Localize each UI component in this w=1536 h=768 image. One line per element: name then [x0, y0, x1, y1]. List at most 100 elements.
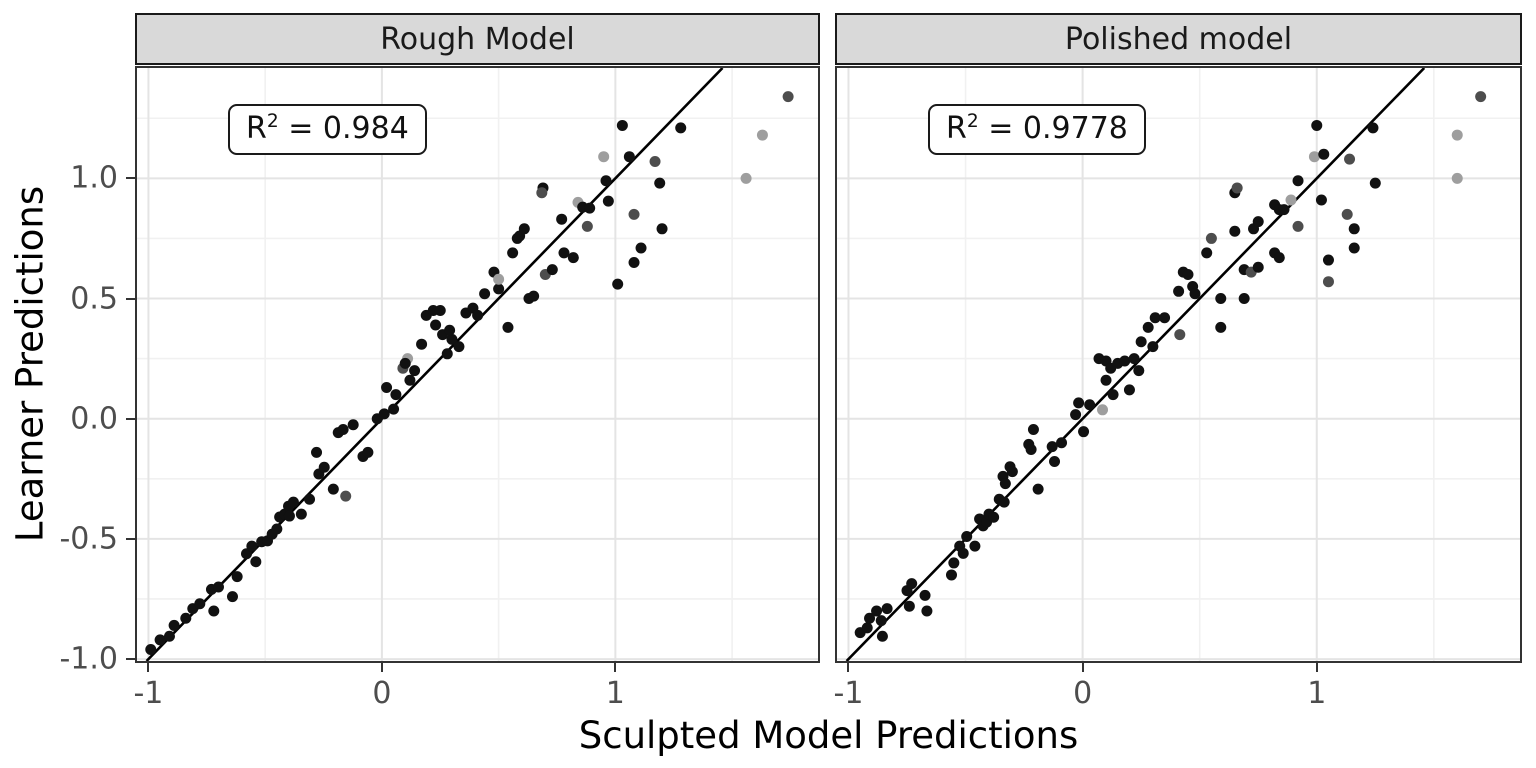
- y-tick-label: 0.0: [70, 401, 118, 437]
- data-point: [998, 496, 1010, 508]
- data-point: [988, 511, 1000, 523]
- data-point: [1252, 216, 1264, 228]
- data-point: [598, 151, 610, 163]
- data-point: [327, 483, 339, 495]
- identity-line: [845, 68, 1426, 661]
- data-point: [584, 202, 596, 214]
- data-point: [1174, 329, 1186, 341]
- data-point: [675, 122, 687, 134]
- data-point: [1252, 261, 1264, 273]
- data-point: [493, 273, 505, 285]
- data-point: [1278, 204, 1290, 216]
- data-point: [1123, 384, 1135, 396]
- data-point: [444, 324, 456, 336]
- data-point: [1142, 321, 1154, 333]
- data-point: [1348, 223, 1360, 235]
- data-point: [969, 540, 981, 552]
- r-squared-symbol: R: [246, 111, 267, 146]
- data-point: [1238, 293, 1250, 305]
- data-point: [416, 338, 428, 350]
- data-point: [567, 252, 579, 264]
- data-point: [240, 548, 252, 560]
- data-point: [434, 305, 446, 317]
- data-point: [194, 598, 206, 610]
- data-point: [1215, 293, 1227, 305]
- r-squared-annotation-rough: R2 = 0.984: [228, 104, 427, 155]
- facet-strip-polished-model: Polished model: [835, 13, 1522, 65]
- data-point: [948, 557, 960, 569]
- data-point: [304, 493, 316, 505]
- data-point: [145, 643, 157, 655]
- data-point: [628, 256, 640, 268]
- data-point: [1229, 225, 1241, 237]
- data-point: [1215, 321, 1227, 333]
- data-point: [1451, 129, 1463, 141]
- x-tick-mark: [1315, 663, 1318, 672]
- data-point: [1322, 254, 1334, 266]
- data-point: [347, 419, 359, 431]
- data-point: [479, 288, 491, 300]
- data-point: [404, 374, 416, 386]
- data-point: [1344, 153, 1356, 165]
- data-point: [1147, 341, 1159, 353]
- r-squared-symbol: R: [946, 111, 967, 146]
- data-point: [1119, 355, 1131, 367]
- data-point: [1369, 177, 1381, 189]
- r-squared-exponent: 2: [266, 111, 279, 132]
- data-point: [1046, 441, 1058, 453]
- data-point: [311, 446, 323, 458]
- y-tick-label: 0.5: [70, 281, 118, 317]
- data-point: [1006, 466, 1018, 478]
- y-tick-mark: [126, 658, 135, 661]
- y-tick-mark: [126, 177, 135, 180]
- data-point: [1451, 172, 1463, 184]
- data-point: [623, 151, 635, 163]
- data-point: [1311, 119, 1323, 131]
- data-point: [740, 172, 752, 184]
- data-point: [231, 571, 243, 583]
- data-point: [1070, 409, 1082, 421]
- data-point: [507, 247, 519, 259]
- scatter-plot-polished-model: [837, 68, 1520, 661]
- data-point: [1173, 285, 1185, 297]
- data-point: [628, 208, 640, 220]
- panel-polished-model: [835, 66, 1522, 663]
- data-point: [1159, 312, 1171, 324]
- data-point: [1292, 220, 1304, 232]
- data-point: [903, 600, 915, 612]
- data-point: [1285, 194, 1297, 206]
- data-point: [390, 389, 402, 401]
- data-point: [163, 630, 175, 642]
- data-point: [1025, 443, 1037, 455]
- data-point: [446, 333, 458, 345]
- data-point: [340, 490, 352, 502]
- data-point: [287, 496, 299, 508]
- data-point: [1367, 122, 1379, 134]
- identity-line: [145, 68, 724, 661]
- panel-rough-model: [135, 66, 820, 663]
- data-point: [782, 91, 794, 103]
- data-point: [271, 523, 283, 535]
- data-point: [1318, 148, 1330, 160]
- data-point: [756, 129, 768, 141]
- data-point: [362, 446, 374, 458]
- data-point: [1182, 268, 1194, 280]
- data-point: [1135, 336, 1147, 348]
- data-point: [656, 223, 668, 235]
- data-point: [154, 634, 166, 646]
- data-point: [558, 247, 570, 259]
- y-tick-label: 1.0: [70, 160, 118, 196]
- data-point: [600, 175, 612, 187]
- data-point: [1078, 426, 1090, 438]
- data-point: [1133, 365, 1145, 377]
- data-point: [1341, 208, 1353, 220]
- data-point: [1100, 374, 1112, 386]
- data-point: [472, 309, 484, 321]
- data-point: [999, 478, 1011, 490]
- data-point: [861, 622, 873, 634]
- data-point: [283, 510, 295, 522]
- data-point: [388, 403, 400, 415]
- r-squared-annotation-polished: R2 = 0.9778: [928, 104, 1146, 155]
- y-tick-label: -1.0: [59, 641, 118, 677]
